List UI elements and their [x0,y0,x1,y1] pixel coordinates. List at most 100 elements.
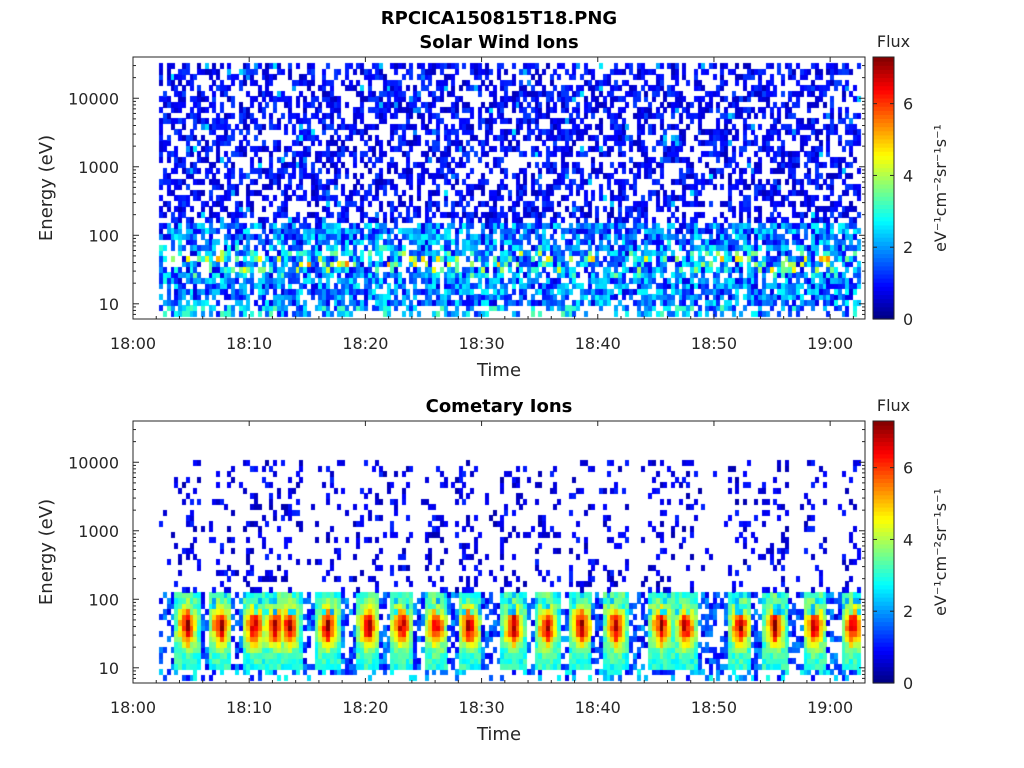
y-tick-label: 10 [99,295,119,314]
x-tick-label: 18:50 [691,334,737,353]
colorbar-segment [873,543,894,549]
colorbar-segment [873,93,894,99]
colorbar-segment [873,511,894,516]
colorbar-segment [873,257,894,263]
colorbar-tick-label: 4 [903,530,913,549]
colorbar-segment [873,188,894,193]
colorbar-segment [873,523,894,529]
heatmap-cometary [133,421,865,683]
colorbar-segment [873,245,894,251]
colorbar-segment [873,531,894,537]
colorbar-segment [873,73,894,79]
colorbar-segment [873,592,894,598]
colorbar-segment [873,572,894,578]
colorbar-segment [873,290,894,296]
colorbar-tick-label: 2 [903,238,913,257]
colorbar-segment [873,584,894,590]
colorbar-segment [873,461,894,467]
colorbar-segment [873,470,894,475]
colorbar-segment [873,453,894,459]
colorbar-segment [873,490,894,496]
x-tick-label: 19:00 [807,698,853,717]
x-tick-label: 18:50 [691,698,737,717]
colorbar-segment [873,580,894,586]
colorbar-segment [873,278,894,283]
colorbar-segment [873,498,894,504]
colorbar-segment [873,633,894,639]
colorbar-segment [873,457,894,463]
colorbar-segment [873,61,894,66]
colorbar-segment [873,306,894,312]
colorbar-tick-label: 6 [903,95,913,114]
colorbar-segment [873,192,894,197]
colorbar-segment [873,233,894,238]
y-tick-label: 10000 [68,89,119,108]
heatmap-image [133,421,865,683]
colorbar-segment [873,556,894,561]
colorbar-segment [873,294,894,300]
colorbar-segment [873,588,894,594]
colorbar-segment [873,515,894,520]
colorbar-segment [873,658,894,664]
colorbar-tick-label: 6 [903,459,913,478]
y-axis-label-cometary: Energy (eV) [36,499,57,605]
colorbar-segment [873,560,894,565]
colorbar-segment [873,527,894,533]
y-tick-label: 1000 [78,522,119,541]
colorbar-segment [873,625,894,631]
colorbar-segment [873,273,894,279]
colorbar-segment [873,552,894,557]
colorbar-segment [873,196,894,201]
colorbar-segment [873,65,894,70]
colorbar-segment [873,142,894,148]
colorbar-segment [873,478,894,484]
colorbar-segment [873,666,894,672]
colorbar-segment [873,539,894,545]
colorbar-segment [873,298,894,304]
colorbar-segment [873,605,894,610]
panel-cometary-ions: Cometary Ions 18:00 18:10 18:20 18:30 18:40 1… [36,396,950,745]
colorbar-segment [873,138,894,144]
x-tick-label: 19:00 [807,334,853,353]
x-tick-label: 18:40 [575,698,621,717]
colorbar-segment [873,425,894,430]
colorbar-segment [873,519,894,524]
colorbar-segment [873,269,894,275]
colorbar-segment [873,216,894,222]
colorbar-segment [873,155,894,160]
colorbar-segment [873,535,894,541]
colorbar-segment [873,163,894,169]
plot-frame-cometary [132,420,866,684]
figure-filename: RPCICA150815T18.PNG [381,8,617,29]
colorbar-tick-label: 0 [903,674,913,693]
colorbar-segment [873,502,894,508]
colorbar-segment [873,637,894,643]
colorbar-segment [873,564,894,569]
colorbar-segment [873,441,894,447]
colorbar-segment [873,175,894,181]
colorbar-segment [873,159,894,165]
colorbar-segment [873,204,894,210]
colorbar-segment [873,449,894,455]
colorbar-segment [873,81,894,87]
colorbar-segment [873,57,894,62]
x-tick-label: 18:10 [226,334,272,353]
x-tick-label: 18:20 [342,334,388,353]
colorbar-segment [873,77,894,83]
colorbar-segment [873,646,894,651]
colorbar-segment [873,286,894,291]
colorbar-segment [873,506,894,512]
colorbar-segment [873,674,894,680]
x-tick-label: 18:10 [226,698,272,717]
panel-solar-wind-ions: Solar Wind Ions 18:00 18:10 18:20 18:30 18:4… [36,32,950,381]
panel-title-cometary: Cometary Ions [426,396,573,417]
colorbar-title: Flux [877,396,910,415]
y-tick-label: 1000 [78,158,119,177]
colorbar-segment [873,421,894,426]
colorbar-segment [873,310,894,316]
colorbar-segment [873,151,894,156]
colorbar-segment [873,547,894,553]
colorbar-segment [873,482,894,488]
panel-title-solar-wind: Solar Wind Ions [419,32,578,53]
